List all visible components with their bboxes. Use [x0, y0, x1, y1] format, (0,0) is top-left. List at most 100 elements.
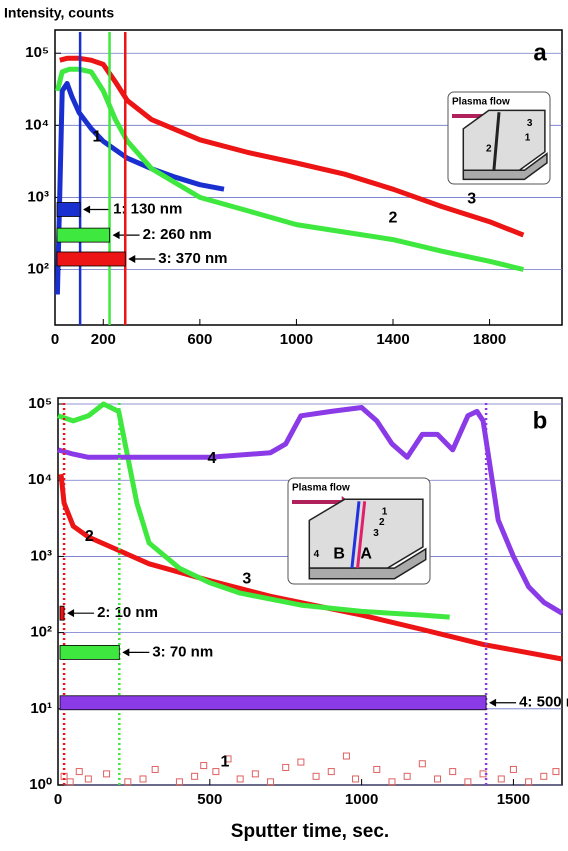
depth-bar: [59, 695, 487, 711]
data-point: [251, 770, 259, 778]
x-tick-label: 600: [187, 331, 212, 348]
data-point: [175, 778, 183, 786]
depth-label: 3: 370 nm: [158, 250, 227, 267]
x-tick-label: 0: [54, 791, 62, 808]
data-point: [540, 772, 548, 780]
series-line: [54, 66, 524, 272]
x-tick-label: 200: [91, 331, 116, 348]
depth-bar: [59, 644, 120, 660]
y-tick-label: 10²: [27, 260, 49, 277]
depth-label: 3: 70 nm: [152, 643, 213, 660]
arrow-head: [112, 231, 120, 240]
data-point: [497, 775, 505, 783]
data-point: [212, 768, 220, 776]
curve-label: 1: [221, 753, 230, 770]
inset-base: [308, 547, 427, 580]
x-tick-label: 1000: [345, 791, 378, 808]
inset-title: Plasma flow: [292, 483, 350, 494]
inset-label: 3: [527, 118, 533, 129]
depth-bar: [56, 202, 81, 217]
series-line: [59, 55, 525, 238]
y-tick-label: 10¹: [30, 700, 52, 717]
data-point: [139, 775, 147, 783]
y-tick-label: 10²: [30, 624, 52, 641]
data-point: [388, 778, 396, 786]
x-tick-label: 1000: [280, 331, 313, 348]
series-line: [54, 81, 225, 295]
x-tick-label: 500: [197, 791, 222, 808]
data-point: [403, 772, 411, 780]
curve-label: 4: [207, 450, 216, 467]
inset-arrow: [452, 110, 496, 122]
data-point: [449, 768, 457, 776]
data-point: [373, 765, 381, 773]
x-tick-label: 1400: [376, 331, 409, 348]
inset-layer: [350, 501, 361, 569]
data-point: [267, 778, 275, 786]
depth-label: 4: 500 nm: [519, 694, 568, 711]
curve-label: 3: [242, 571, 251, 588]
panel-label: b: [533, 407, 548, 434]
plot-frame: [54, 29, 563, 326]
inset-label: 1: [525, 133, 531, 144]
data-point: [200, 762, 208, 770]
x-tick-label: 0: [51, 331, 59, 348]
y-tick-label: 10⁰: [29, 776, 52, 793]
depth-label: 2: 10 nm: [97, 604, 158, 621]
inset-label: B: [333, 546, 345, 563]
data-point: [552, 768, 560, 776]
depth-bar: [56, 251, 126, 267]
inset-label: 2: [486, 144, 492, 155]
inset-label: 4: [314, 549, 320, 560]
y-tick-label: 10⁵: [28, 395, 52, 412]
y-axis-label: Intensity, counts: [4, 5, 114, 21]
data-point: [224, 755, 232, 763]
panel-label: a: [533, 39, 547, 66]
y-tick-label: 10⁴: [28, 471, 52, 488]
x-axis-label: Sputter time, sec.: [231, 821, 389, 842]
depth-label: 1: 130 nm: [113, 200, 182, 217]
curve-label: 2: [85, 528, 94, 545]
arrow-head: [489, 698, 497, 707]
data-point: [103, 770, 111, 778]
data-point: [236, 775, 244, 783]
inset-layer: [492, 112, 501, 171]
arrow-head: [128, 254, 136, 263]
data-point: [124, 778, 132, 786]
data-point: [509, 765, 517, 773]
data-point: [75, 768, 83, 776]
data-point: [342, 752, 350, 760]
arrow-head: [83, 205, 91, 214]
x-tick-label: 1500: [497, 791, 530, 808]
y-tick-label: 10⁴: [25, 116, 49, 133]
inset-label: 2: [379, 517, 385, 528]
data-point: [434, 775, 442, 783]
inset-block: [462, 109, 546, 171]
inset-layer: [356, 501, 367, 569]
data-point: [191, 772, 199, 780]
data-point: [312, 772, 320, 780]
y-tick-label: 10³: [30, 547, 52, 564]
inset-label: A: [360, 546, 372, 563]
arrow-head: [67, 609, 75, 618]
depth-bar: [59, 605, 65, 621]
data-point: [282, 763, 290, 771]
inset-title: Plasma flow: [452, 97, 510, 108]
series-line: [58, 473, 563, 662]
depth-bar: [56, 227, 110, 243]
inset-label: 3: [373, 528, 379, 539]
series-line: [57, 401, 450, 620]
data-point: [352, 775, 360, 783]
data-point: [151, 765, 159, 773]
arrow-head: [122, 648, 130, 657]
curve-label: 3: [467, 191, 476, 208]
inset-arrow: [292, 496, 350, 508]
curve-label: 2: [389, 210, 398, 227]
data-point: [464, 778, 472, 786]
inset-label: 1: [382, 507, 388, 518]
y-tick-label: 10³: [27, 188, 49, 205]
curve-label: 1: [93, 129, 102, 146]
data-point: [418, 760, 426, 768]
depth-label: 2: 260 nm: [143, 226, 212, 243]
